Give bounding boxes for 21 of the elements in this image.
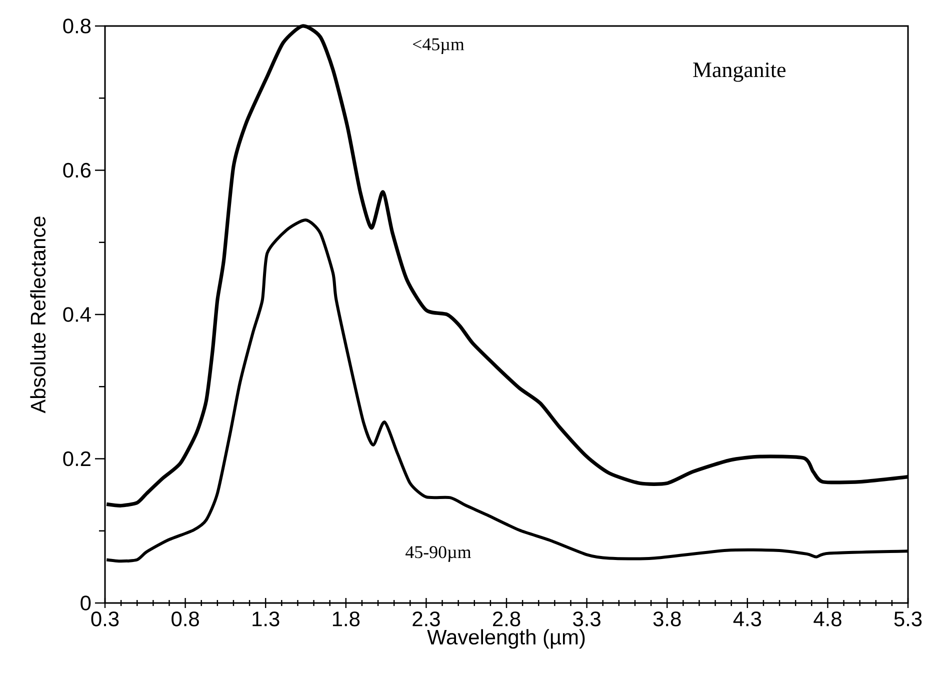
- annotation: 45-90µm: [406, 546, 472, 562]
- x-tick-label: 0.8: [172, 612, 199, 626]
- y-axis-title: Absolute Reflectance: [30, 216, 46, 414]
- x-tick-label: 3.3: [573, 612, 600, 626]
- x-tick-label: 0.3: [91, 612, 119, 626]
- y-tick-label: 0.2: [63, 451, 90, 466]
- x-tick-label: 4.3: [733, 612, 762, 626]
- x-tick-label: 4.8: [814, 612, 842, 626]
- annotation: <45µm: [412, 38, 464, 54]
- x-tick-label: 3.8: [653, 612, 681, 626]
- y-tick-label: 0.8: [63, 18, 91, 34]
- x-tick-label: 2.8: [493, 612, 520, 626]
- x-tick-label: 1.3: [252, 612, 280, 626]
- annotation: Manganite: [693, 62, 786, 82]
- x-tick-label: 2.3: [412, 612, 440, 626]
- y-tick-label: 0.4: [63, 307, 91, 322]
- y-tick-label: 0.6: [63, 162, 91, 178]
- x-tick-label: 1.8: [332, 612, 360, 626]
- x-axis-title: Wavelength (µm): [427, 629, 585, 649]
- x-tick-label: 5.3: [894, 612, 922, 626]
- y-tick-label: 0: [80, 596, 91, 610]
